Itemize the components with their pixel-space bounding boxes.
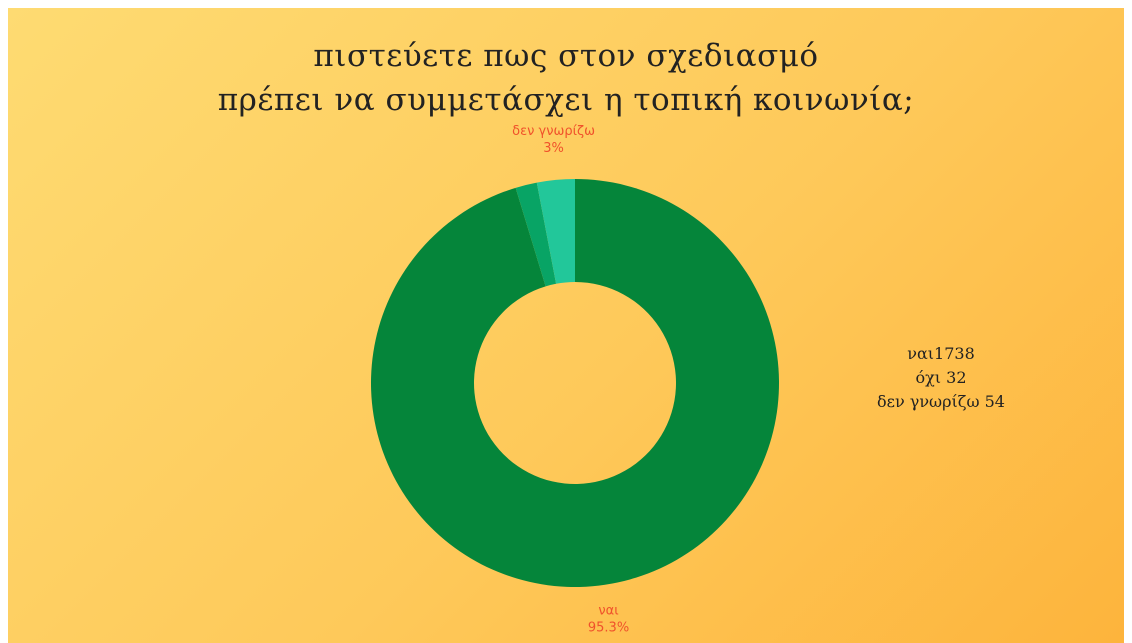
slice-value-label-0: 95.3% <box>588 621 629 636</box>
count-no: όχι 32 <box>915 368 967 387</box>
donut-slice-1 <box>515 182 557 287</box>
slice-value-label-2: 3% <box>543 141 564 156</box>
donut-slice-2 <box>536 179 575 284</box>
slice-label-0: ναι <box>598 604 618 619</box>
chart-title: πιστεύετε πως στον σχεδιασμό πρέπει να σ… <box>8 34 1124 122</box>
chart-title-line-2: πρέπει να συμμετάσχει η τοπική κοινωνία; <box>217 82 915 118</box>
response-counts: ναι1738 όχι 32 δεν γνωρίζω 54 <box>856 342 1026 414</box>
count-yes: ναι1738 <box>907 344 975 363</box>
donut-chart: ναι 95.3% δεν γνωρίζω 3% <box>371 124 779 636</box>
donut-slice-0 <box>371 179 779 587</box>
chart-title-line-1: πιστεύετε πως στον σχεδιασμό <box>313 38 819 74</box>
count-dont-know: δεν γνωρίζω 54 <box>877 392 1005 411</box>
slide-background: πιστεύετε πως στον σχεδιασμό πρέπει να σ… <box>8 8 1124 643</box>
slice-label-2: δεν γνωρίζω <box>512 124 595 139</box>
